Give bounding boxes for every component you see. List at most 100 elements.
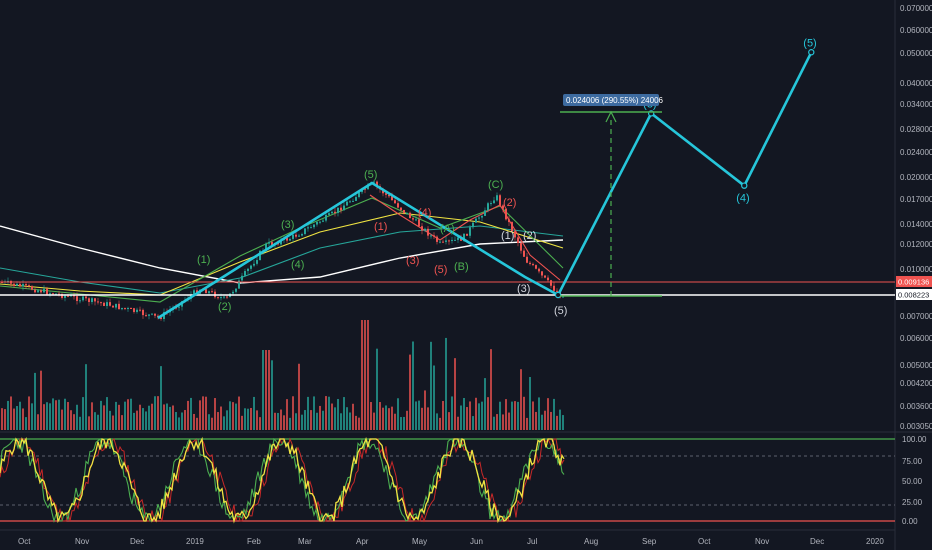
volume-bar: [433, 365, 435, 430]
candle-body: [292, 234, 294, 239]
volume-bar: [7, 400, 9, 430]
volume-bar: [511, 401, 513, 430]
candle-body: [376, 181, 378, 187]
volume-bar: [205, 396, 207, 430]
volume-bar: [127, 399, 129, 430]
candle-body: [151, 313, 153, 315]
oscillator-pane[interactable]: [0, 436, 895, 524]
projection-path[interactable]: (3)(4)(5): [554, 37, 817, 299]
candle-body: [37, 290, 39, 293]
x-tick-label: Feb: [247, 537, 261, 546]
volume-bar: [286, 399, 288, 430]
volume-bar: [457, 416, 459, 430]
volume-bar: [124, 401, 126, 430]
volume-bar: [394, 413, 396, 430]
volume-bar: [4, 409, 6, 430]
volume-bar: [304, 410, 306, 430]
wave-label: (3): [406, 255, 419, 267]
volume-bar: [121, 415, 123, 430]
volume-bar: [328, 396, 330, 430]
price-tick: 0.010000: [900, 265, 932, 274]
volume-bar: [16, 406, 18, 430]
volume-histogram: [1, 320, 564, 430]
candle-body: [439, 241, 441, 243]
volume-bar: [217, 412, 219, 430]
candle-body: [217, 297, 219, 299]
candle-body: [25, 284, 27, 286]
osc-tick: 25.00: [902, 498, 923, 507]
volume-bar: [148, 405, 150, 430]
arrow-head-icon: [605, 110, 617, 123]
volume-bar: [133, 412, 135, 430]
volume-bar: [118, 404, 120, 430]
candle-body: [250, 265, 252, 269]
volume-bar: [187, 400, 189, 430]
volume-bar: [211, 417, 213, 430]
candle-body: [553, 285, 555, 291]
candle-body: [415, 219, 417, 221]
volume-bar: [292, 396, 294, 430]
volume-bar: [442, 400, 444, 430]
candle-body: [109, 302, 111, 306]
candle-body: [319, 221, 321, 223]
volume-bar: [79, 416, 81, 430]
price-tick: 0.017000: [900, 195, 932, 204]
candle-body: [514, 231, 516, 238]
x-tick-label: Nov: [75, 537, 89, 546]
candle-body: [43, 288, 45, 293]
volume-bar: [544, 410, 546, 430]
volume-bar: [70, 410, 72, 430]
price-pane[interactable]: (1)(2)(3)(4)(5)(1)(3)(4)(5)(A)(B)(C)(2)(…: [0, 37, 895, 322]
volume-bar: [415, 401, 417, 430]
x-tick-label: 2020: [866, 537, 884, 546]
volume-bar: [298, 363, 300, 430]
moving-average-line: [0, 225, 564, 284]
volume-bar: [157, 396, 159, 430]
x-tick-label: Dec: [130, 537, 144, 546]
volume-bar: [247, 408, 249, 430]
volume-bar: [37, 414, 39, 430]
volume-bar: [28, 396, 30, 430]
candle-body: [325, 214, 327, 221]
volume-bar: [361, 320, 363, 430]
wave-label: (C): [488, 179, 503, 191]
candle-body: [301, 234, 303, 236]
candle-body: [148, 314, 150, 316]
x-tick-label: Aug: [584, 537, 598, 546]
candle-body: [556, 290, 558, 292]
candle-body: [343, 205, 345, 211]
volume-bar: [91, 402, 93, 430]
price-axis[interactable]: 0.070000 0.060000 0.050000 0.040000 0.03…: [896, 4, 932, 526]
candle-body: [268, 242, 270, 244]
candle-body: [331, 211, 333, 214]
volume-bar: [109, 410, 111, 430]
candle-body: [67, 295, 69, 297]
volume-bar: [382, 407, 384, 430]
candle-body: [550, 280, 552, 286]
volume-bar: [418, 400, 420, 430]
volume-bar: [349, 412, 351, 430]
candle-body: [298, 235, 300, 237]
price-tick: 0.020000: [900, 173, 932, 182]
volume-bar: [241, 415, 243, 430]
candle-body: [208, 291, 210, 294]
volume-bar: [82, 397, 84, 430]
measure-tool[interactable]: 0.024006 (290.55%) 24006: [560, 94, 664, 297]
candle-body: [340, 207, 342, 211]
candle-body: [442, 241, 444, 243]
candle-body: [493, 200, 495, 204]
candle-body: [337, 207, 339, 213]
volume-bar: [289, 417, 291, 430]
candle-body: [388, 194, 390, 197]
volume-bar: [106, 397, 108, 430]
price-tick: 0.012000: [900, 240, 932, 249]
elliott-wave-drawing[interactable]: [157, 181, 561, 320]
x-tick-label: Oct: [698, 537, 711, 546]
volume-bar: [520, 369, 522, 430]
volume-bar: [343, 397, 345, 430]
time-axis[interactable]: Oct Nov Dec 2019 Feb Mar Apr May Jun Jul…: [18, 537, 884, 546]
volume-bar: [73, 414, 75, 430]
volume-bar: [181, 412, 183, 430]
